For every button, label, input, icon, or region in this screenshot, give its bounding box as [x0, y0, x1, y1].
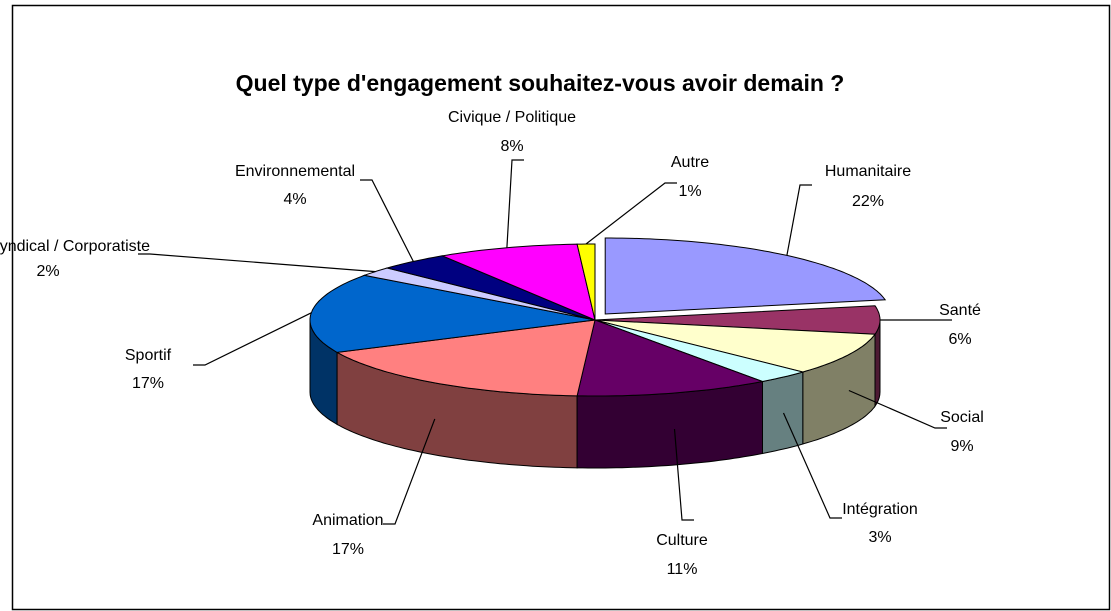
leader-line [673, 428, 694, 521]
slice-value-label: 6% [948, 331, 971, 348]
leader-line [193, 312, 312, 366]
slice-value-label: 11% [667, 561, 698, 578]
slice-label: Civique / Politique [448, 109, 576, 126]
leader-line [585, 182, 677, 245]
slice-label: Culture [656, 532, 708, 549]
leader-line [848, 389, 947, 429]
slice-side [762, 371, 804, 455]
slice [576, 319, 765, 397]
leader-line [782, 412, 842, 519]
leader-line [138, 253, 376, 273]
chart-title: Quel type d'engagement souhaitez-vous av… [236, 70, 845, 96]
leader-line [786, 184, 812, 256]
slice-value-label: 9% [950, 438, 973, 455]
slice-label: Animation [312, 512, 383, 529]
slice-label: Sportif [125, 347, 172, 364]
slice-value-label: 4% [283, 191, 306, 208]
slice-value-label: 22% [852, 193, 884, 210]
slice-label: Social [940, 409, 984, 426]
slice-value-label: 2% [36, 263, 59, 280]
leader-line [506, 159, 524, 248]
slice-label: Santé [939, 302, 981, 319]
slice-value-label: 17% [332, 541, 364, 558]
slice [594, 319, 805, 383]
slice-value-label: 8% [500, 138, 523, 155]
slice-label: Environnemental [235, 163, 355, 180]
slice [335, 319, 596, 397]
leader-line [383, 418, 436, 525]
slice-label: Intégration [842, 501, 918, 518]
slice-value-label: 3% [868, 529, 891, 546]
leader-line [360, 179, 414, 262]
slice-label: Humanitaire [825, 163, 911, 180]
slice-value-label: 17% [132, 375, 164, 392]
slice-value-label: 1% [678, 183, 701, 200]
slice [385, 255, 596, 321]
slice [594, 319, 876, 373]
slice-label: Autre [671, 154, 709, 171]
slice-label: Syndical / Corporatiste [0, 238, 150, 255]
